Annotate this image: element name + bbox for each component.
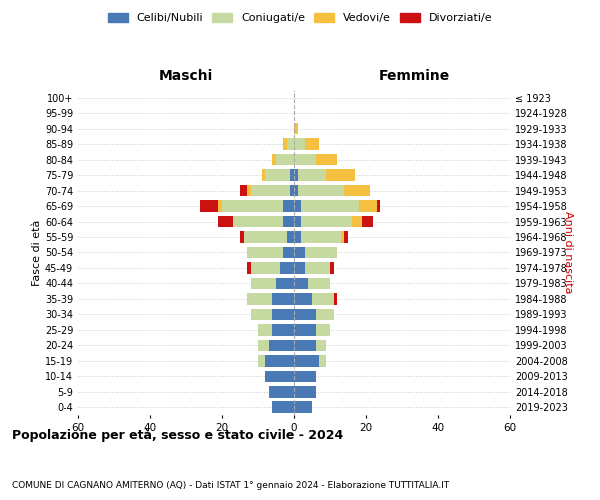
Bar — [218, 200, 222, 212]
Bar — [326, 170, 355, 181]
Bar — [294, 246, 305, 258]
Bar — [269, 386, 294, 398]
Bar — [218, 216, 233, 228]
Bar — [316, 308, 334, 320]
Bar — [272, 324, 294, 336]
Bar — [262, 170, 265, 181]
Bar — [265, 170, 290, 181]
Bar — [287, 231, 294, 243]
Bar — [272, 308, 294, 320]
Bar — [265, 355, 294, 366]
Bar — [319, 355, 326, 366]
Bar — [352, 216, 362, 228]
Bar — [258, 340, 269, 351]
Bar — [272, 154, 276, 166]
Bar — [359, 200, 377, 212]
Bar — [258, 324, 272, 336]
Bar — [276, 154, 294, 166]
Bar — [301, 200, 359, 212]
Bar — [247, 293, 272, 304]
Bar — [247, 185, 251, 196]
Bar — [280, 262, 294, 274]
Bar — [290, 170, 294, 181]
Bar — [251, 185, 290, 196]
Bar — [330, 262, 334, 274]
Bar — [283, 246, 294, 258]
Bar — [312, 293, 334, 304]
Bar — [247, 262, 251, 274]
Bar — [200, 200, 218, 212]
Bar — [290, 185, 294, 196]
Bar — [294, 154, 316, 166]
Bar — [294, 185, 298, 196]
Bar — [240, 231, 244, 243]
Bar — [283, 200, 294, 212]
Legend: Celibi/Nubili, Coniugati/e, Vedovi/e, Divorziati/e: Celibi/Nubili, Coniugati/e, Vedovi/e, Di… — [103, 8, 497, 28]
Bar — [265, 370, 294, 382]
Bar — [294, 370, 316, 382]
Bar — [344, 231, 348, 243]
Bar — [294, 402, 312, 413]
Bar — [362, 216, 373, 228]
Bar — [305, 246, 337, 258]
Bar — [233, 216, 283, 228]
Bar — [269, 340, 294, 351]
Bar — [294, 293, 312, 304]
Bar — [294, 324, 316, 336]
Bar — [294, 278, 308, 289]
Bar — [294, 340, 316, 351]
Bar — [240, 185, 247, 196]
Text: Femmine: Femmine — [379, 68, 449, 82]
Bar — [247, 246, 283, 258]
Bar — [276, 278, 294, 289]
Bar — [222, 200, 283, 212]
Bar — [298, 185, 344, 196]
Bar — [283, 138, 287, 150]
Bar — [287, 138, 294, 150]
Bar — [305, 138, 319, 150]
Bar — [251, 262, 280, 274]
Bar — [294, 308, 316, 320]
Bar — [294, 138, 305, 150]
Bar — [301, 216, 352, 228]
Text: COMUNE DI CAGNANO AMITERNO (AQ) - Dati ISTAT 1° gennaio 2024 - Elaborazione TUTT: COMUNE DI CAGNANO AMITERNO (AQ) - Dati I… — [12, 481, 449, 490]
Bar — [258, 355, 265, 366]
Bar — [316, 324, 330, 336]
Bar — [334, 293, 337, 304]
Bar — [272, 293, 294, 304]
Text: Maschi: Maschi — [159, 68, 213, 82]
Y-axis label: Anni di nascita: Anni di nascita — [563, 211, 573, 294]
Text: Popolazione per età, sesso e stato civile - 2024: Popolazione per età, sesso e stato civil… — [12, 430, 343, 442]
Bar — [294, 231, 301, 243]
Bar — [294, 262, 305, 274]
Bar — [251, 278, 276, 289]
Bar — [308, 278, 330, 289]
Bar — [377, 200, 380, 212]
Bar — [251, 308, 272, 320]
Bar — [316, 340, 326, 351]
Bar — [316, 154, 337, 166]
Bar — [298, 170, 326, 181]
Bar — [294, 200, 301, 212]
Y-axis label: Fasce di età: Fasce di età — [32, 220, 42, 286]
Bar — [244, 231, 287, 243]
Bar — [301, 231, 341, 243]
Bar — [341, 231, 344, 243]
Bar — [294, 386, 316, 398]
Bar — [294, 170, 298, 181]
Bar — [294, 355, 319, 366]
Bar — [305, 262, 330, 274]
Bar — [344, 185, 370, 196]
Bar — [294, 216, 301, 228]
Bar — [294, 123, 298, 134]
Bar — [272, 402, 294, 413]
Bar — [283, 216, 294, 228]
